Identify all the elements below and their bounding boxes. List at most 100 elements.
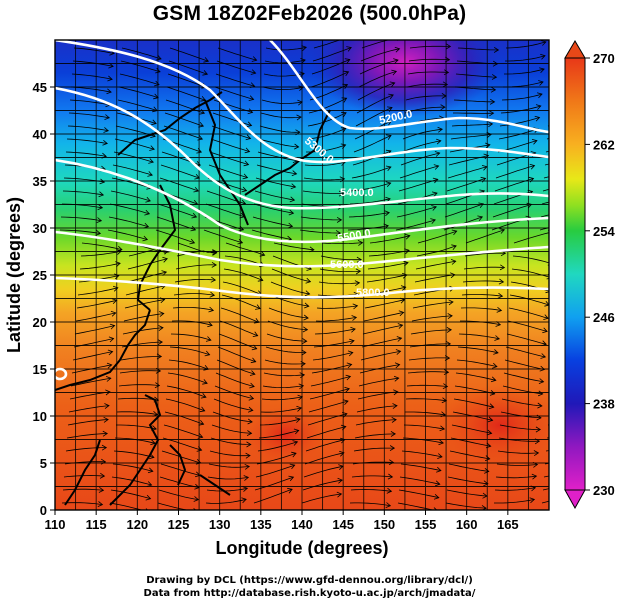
streamline-arrowhead — [593, 290, 598, 295]
streamline — [251, 229, 292, 240]
streamline — [405, 411, 446, 416]
streamline-arrowhead — [340, 127, 347, 133]
streamline-arrowhead — [289, 463, 296, 470]
streamline — [315, 317, 357, 322]
streamline-arrowhead — [147, 171, 153, 177]
streamline — [116, 411, 158, 415]
streamline — [500, 105, 541, 114]
streamline — [454, 385, 495, 395]
streamline — [363, 312, 404, 322]
streamline — [513, 232, 549, 244]
streamline — [356, 94, 394, 114]
streamline-arrowhead — [100, 458, 107, 465]
streamline-arrowhead — [585, 394, 590, 399]
streamline — [70, 86, 112, 93]
streamline-arrowhead — [350, 326, 356, 333]
streamline — [260, 112, 302, 119]
streamline-arrowhead — [153, 93, 159, 100]
streamline-arrowhead — [199, 406, 206, 413]
streamline-arrowhead — [209, 291, 216, 298]
streamline-arrowhead — [150, 439, 156, 446]
streamline — [268, 307, 309, 319]
streamline — [63, 177, 105, 183]
streamline — [316, 305, 358, 309]
streamline — [314, 328, 356, 335]
coastlines — [55, 91, 331, 506]
streamline — [61, 502, 103, 505]
x-tick-label: 145 — [332, 517, 354, 532]
streamline-arrowhead — [341, 97, 348, 103]
colorbar-label: 230 — [593, 483, 615, 498]
contour-label-5800: 5800.0 — [356, 287, 390, 299]
streamline — [358, 377, 399, 387]
streamline — [359, 364, 400, 374]
streamline-arrowhead — [199, 109, 206, 115]
streamline-arrowhead — [440, 104, 446, 111]
streamline — [165, 99, 205, 114]
streamline-arrowhead — [242, 486, 249, 492]
streamline-arrowhead — [162, 256, 168, 263]
y-axis-label: Latitude (degrees) — [4, 197, 24, 353]
streamline — [174, 278, 216, 283]
x-tick-label: 165 — [497, 517, 519, 532]
streamline — [313, 340, 355, 348]
streamline-arrowhead — [397, 323, 404, 329]
streamline-arrowhead — [257, 276, 264, 282]
colorbar-label: 238 — [593, 397, 615, 412]
streamline-arrowhead — [394, 46, 401, 53]
streamline-arrowhead — [145, 494, 152, 501]
streamline-arrowhead — [385, 165, 392, 172]
streamline — [402, 437, 444, 444]
streamline — [398, 489, 439, 499]
contour-small — [55, 367, 68, 381]
streamline-arrowhead — [493, 47, 500, 53]
streamline — [263, 372, 305, 377]
streamline-arrowhead — [451, 244, 457, 250]
streamline-arrowhead — [197, 433, 204, 439]
streamline — [303, 177, 345, 181]
streamline-arrowhead — [259, 251, 266, 257]
streamline — [128, 249, 169, 257]
streamline-arrowhead — [401, 272, 408, 279]
streamline — [205, 498, 247, 504]
streamline-arrowhead — [251, 56, 258, 62]
streamline-arrowhead — [253, 318, 260, 324]
streamline — [163, 424, 203, 438]
streamline-arrowhead — [294, 143, 300, 150]
streamline-arrowhead — [302, 326, 309, 333]
streamline — [464, 252, 506, 257]
streamline-arrowhead — [536, 414, 542, 421]
streamline-arrowhead — [489, 98, 496, 105]
y-tick-label: 0 — [40, 503, 47, 518]
streamline-arrowhead — [447, 313, 453, 320]
streamline-arrowhead — [247, 108, 254, 115]
streamline-arrowhead — [354, 280, 361, 287]
streamline — [69, 99, 111, 106]
streamline — [307, 413, 348, 426]
streamline — [215, 73, 255, 87]
streamline — [125, 285, 166, 296]
streamline-arrowhead — [383, 223, 389, 230]
streamline-arrowhead — [395, 349, 402, 355]
streamline — [401, 140, 441, 153]
streamline-arrowhead — [192, 199, 199, 206]
streamline — [319, 268, 361, 272]
y-tick-label: 10 — [33, 409, 47, 424]
streamline-arrowhead — [145, 196, 151, 203]
map-title: GSM 18Z02Feb2026 (500.0hPa) — [152, 2, 467, 25]
streamline — [61, 203, 103, 209]
streamline-arrowhead — [534, 115, 541, 122]
streamline — [360, 350, 401, 361]
streamline — [222, 281, 262, 295]
streamline — [209, 450, 251, 457]
credit-drawing: Drawing by DCL (https://www.gfd-dennou.o… — [146, 575, 473, 586]
streamline-arrowhead — [492, 60, 499, 67]
streamline — [320, 255, 362, 261]
streamline — [460, 307, 502, 311]
streamline — [217, 47, 257, 61]
streamline — [59, 229, 101, 234]
streamline — [171, 320, 213, 326]
streamline-arrowhead — [97, 204, 104, 211]
streamline-arrowhead — [96, 217, 103, 223]
streamline — [399, 165, 439, 179]
